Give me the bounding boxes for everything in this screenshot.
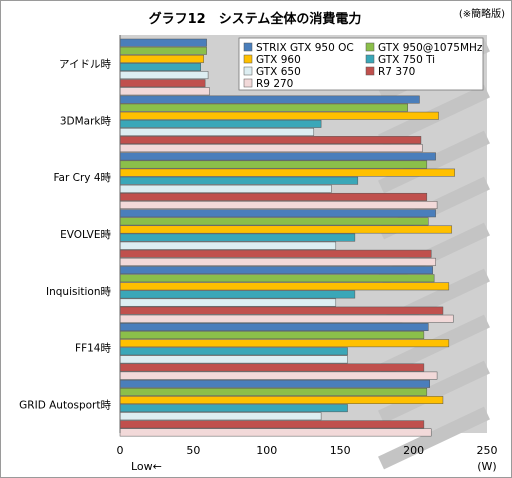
bar-4-4	[119, 298, 337, 307]
category-label: アイドル時	[59, 58, 111, 70]
bar-5-2	[119, 192, 428, 201]
bar-2-0	[119, 54, 204, 63]
x-tick-label: 250	[477, 444, 498, 457]
chart-note: (※簡略版)	[459, 7, 505, 20]
watermark-stripe	[378, 130, 490, 194]
bar-1-3	[119, 217, 429, 226]
bar-3-4	[119, 290, 356, 299]
legend-label: GTX 750 Ti	[378, 54, 435, 66]
bar-2-1	[119, 111, 439, 120]
category-label: FF14時	[75, 343, 111, 355]
category-label: Far Cry 4時	[53, 172, 111, 184]
bar-4-2	[119, 184, 332, 193]
bar-3-0	[119, 63, 201, 71]
bar-4-5	[119, 355, 348, 364]
legend-label: GTX 960	[256, 54, 301, 66]
legend-swatch	[243, 42, 253, 52]
bar-0-4	[119, 266, 433, 275]
bar-0-1	[119, 95, 420, 104]
bar-3-3	[119, 233, 356, 242]
bar-6-3	[119, 257, 436, 266]
legend-label: GTX 950@1075MHz	[378, 42, 483, 54]
bar-3-2	[119, 176, 359, 185]
watermark-stripe	[378, 406, 490, 470]
bar-3-6	[119, 404, 348, 413]
bar-1-2	[119, 160, 428, 169]
bar-6-2	[119, 201, 438, 209]
category-label: GRID Autosport時	[19, 400, 111, 412]
bar-0-5	[119, 323, 429, 331]
bar-4-6	[119, 412, 322, 421]
legend-swatch	[365, 66, 375, 76]
legend-swatch	[243, 66, 253, 76]
bar-5-4	[119, 306, 444, 315]
bar-3-5	[119, 347, 348, 356]
legend-label: R9 270	[256, 78, 293, 90]
x-tick-label: 200	[403, 444, 424, 457]
bar-2-6	[119, 396, 444, 404]
bar-5-1	[119, 136, 422, 145]
bar-5-3	[119, 249, 432, 258]
x-axis-label: Low←	[131, 460, 162, 473]
bar-4-0	[119, 71, 209, 80]
legend-label: GTX 650	[256, 66, 301, 78]
bar-0-3	[119, 209, 436, 218]
legend-box	[238, 37, 484, 91]
bar-1-1	[119, 103, 408, 112]
bar-1-4	[119, 274, 435, 283]
bar-2-5	[119, 339, 450, 348]
legend-swatch	[365, 42, 375, 52]
x-tick-labels: 0 50 100 150 200 250	[117, 444, 498, 457]
bar-4-1	[119, 128, 315, 136]
bar-5-6	[119, 420, 425, 429]
bar-6-1	[119, 144, 423, 153]
bar-1-5	[119, 331, 425, 340]
bar-6-0	[119, 87, 210, 96]
category-label: Inquisition時	[46, 286, 111, 298]
bar-2-3	[119, 225, 453, 234]
bar-1-0	[119, 46, 207, 55]
bar-2-2	[119, 168, 455, 177]
watermark-stripe	[378, 360, 490, 424]
bar-5-0	[119, 79, 206, 88]
legend-label: STRIX GTX 950 OC	[256, 42, 354, 54]
bar-0-0	[119, 38, 207, 47]
bar-0-2	[119, 152, 436, 161]
x-tick-label: 50	[186, 444, 200, 457]
bar-0-6	[119, 379, 430, 388]
legend-swatch	[243, 54, 253, 64]
bar-6-6	[119, 428, 432, 437]
category-labels: アイドル時 3DMark時 Far Cry 4時 EVOLVE時 Inquisition…	[19, 58, 111, 411]
legend-swatch	[243, 78, 253, 88]
x-tick-label: 0	[117, 444, 124, 457]
bar-3-1	[119, 119, 322, 128]
bar-5-5	[119, 363, 425, 372]
x-tick-label: 150	[330, 444, 351, 457]
bars-layer	[119, 38, 455, 437]
legend-label: R7 370	[378, 66, 415, 78]
bar-4-3	[119, 241, 337, 250]
bar-1-6	[119, 387, 428, 396]
category-label: 3DMark時	[60, 115, 112, 127]
legend-swatch	[365, 54, 375, 64]
bar-6-4	[119, 314, 454, 323]
category-label: EVOLVE時	[60, 229, 111, 241]
unit-label: (W)	[477, 460, 496, 473]
chart-title: グラフ12 システム全体の消費電力	[149, 11, 362, 27]
bar-6-5	[119, 371, 438, 380]
bar-2-4	[119, 282, 450, 291]
x-tick-label: 100	[256, 444, 277, 457]
